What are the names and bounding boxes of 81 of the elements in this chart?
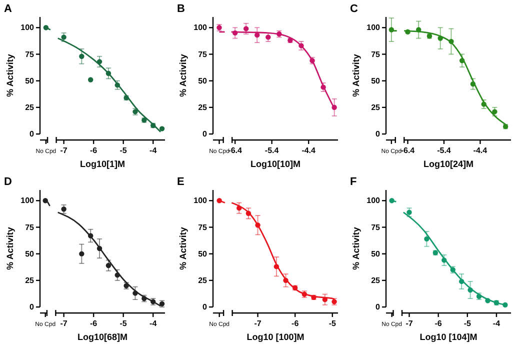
- y-tick-label: 0: [376, 302, 381, 312]
- y-tick-label: 100: [194, 23, 208, 32]
- x-tick-label: -7: [254, 319, 262, 328]
- x-tick-label: -4.4: [473, 146, 488, 155]
- x-tick-label: -6.4: [228, 146, 242, 155]
- x-tick-label: -4.4: [302, 146, 316, 155]
- y-tick-label: 75: [25, 222, 35, 232]
- x-tick-label: -4: [150, 319, 158, 328]
- chart-title: B: [177, 3, 185, 15]
- x-axis-title: Log10[68]M: [77, 332, 128, 342]
- y-tick-label: 0: [202, 302, 208, 312]
- point: [79, 251, 84, 256]
- x-tick-label: -5: [464, 319, 472, 328]
- x-tick-label: -6.4: [400, 146, 416, 155]
- y-axis-title: % Activity: [178, 54, 188, 97]
- x-tick-label: -6: [90, 319, 98, 328]
- y-tick-label: 100: [20, 23, 35, 32]
- x-tick-label: -7: [60, 319, 68, 328]
- y-tick-label: 100: [366, 196, 381, 206]
- y-tick-label: 0: [376, 130, 381, 139]
- x-tick-label: -4: [492, 319, 501, 328]
- y-tick-label: 50: [371, 249, 381, 258]
- point: [406, 210, 412, 215]
- point: [426, 34, 432, 39]
- x-axis-title: Log10 [100]M: [246, 332, 304, 342]
- x-axis-title: Log10[24]M: [423, 159, 474, 169]
- x-tick-label: -5.4: [264, 146, 280, 155]
- y-tick-label: 50: [25, 76, 35, 86]
- y-tick-label: 100: [194, 196, 208, 206]
- point: [61, 206, 66, 212]
- y-tick-label: 100: [20, 196, 35, 206]
- x-tick-label: -5: [120, 319, 128, 328]
- x-axis-title: Log10[1]M: [80, 159, 125, 169]
- point: [79, 54, 84, 59]
- y-tick-label: 75: [371, 222, 381, 232]
- point: [159, 126, 165, 132]
- y-tick-label: 25: [25, 102, 35, 112]
- y-axis-title: % Activity: [5, 227, 15, 270]
- chart-title: E: [177, 176, 184, 188]
- y-tick-label: 50: [198, 76, 208, 86]
- y-axis-title: % Activity: [178, 227, 188, 270]
- point: [492, 109, 498, 114]
- x-tick-label: -6: [434, 319, 442, 328]
- x-tick-label: -4: [150, 146, 158, 155]
- x-tick-label: -5: [328, 319, 337, 328]
- y-tick-label: 0: [30, 130, 35, 139]
- x-tick-label: -7: [406, 319, 414, 328]
- point: [42, 198, 48, 204]
- y-tick-label: 0: [202, 130, 208, 139]
- y-tick-label: 75: [198, 222, 208, 232]
- x-axis-title: Log10[10]M: [250, 159, 301, 169]
- y-tick-label: 75: [371, 50, 381, 59]
- point: [424, 236, 430, 242]
- y-axis-title: % Activity: [351, 227, 361, 270]
- point: [88, 77, 94, 82]
- y-tick-label: 100: [366, 23, 381, 32]
- chart-title: F: [350, 176, 357, 188]
- y-tick-label: 50: [25, 249, 35, 258]
- x-axis-title: Log10 [104]M: [420, 332, 478, 342]
- point: [106, 262, 112, 268]
- x-tick-label: -5: [120, 146, 128, 155]
- chart-title: D: [4, 176, 12, 188]
- x-tick-label: -5.4: [437, 146, 452, 155]
- chart-title: A: [4, 3, 12, 15]
- x-tick-label: -6: [292, 319, 300, 328]
- y-tick-label: 75: [198, 50, 208, 59]
- x-tick-label: -7: [60, 146, 68, 155]
- y-tick-label: 25: [371, 102, 381, 112]
- y-tick-label: 75: [25, 50, 35, 59]
- y-tick-label: 0: [30, 302, 35, 312]
- y-tick-label: 50: [371, 76, 381, 86]
- point: [243, 26, 249, 32]
- x-tick-label: -6: [90, 146, 98, 155]
- y-tick-label: 25: [198, 102, 208, 112]
- y-axis-title: % Activity: [5, 54, 15, 97]
- y-axis-title: % Activity: [351, 54, 361, 97]
- y-tick-label: 25: [25, 276, 35, 285]
- y-tick-label: 50: [198, 249, 208, 258]
- chart-title: C: [350, 3, 358, 15]
- y-tick-label: 25: [371, 276, 381, 285]
- y-tick-label: 25: [198, 276, 208, 285]
